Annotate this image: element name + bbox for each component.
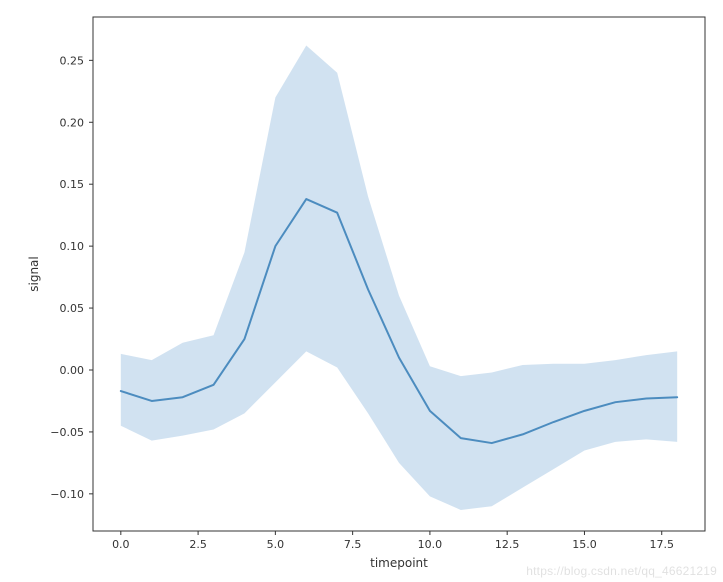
y-tick-label: −0.10 [50, 488, 84, 501]
x-tick-label: 10.0 [418, 538, 443, 551]
x-tick-label: 17.5 [649, 538, 674, 551]
x-tick-label: 7.5 [344, 538, 362, 551]
y-tick-label: 0.15 [60, 178, 85, 191]
y-tick-label: 0.20 [60, 116, 85, 129]
y-tick-label: 0.10 [60, 240, 85, 253]
x-tick-label: 0.0 [112, 538, 130, 551]
y-tick-label: −0.05 [50, 426, 84, 439]
x-tick-label: 2.5 [189, 538, 207, 551]
y-tick-label: 0.00 [60, 364, 85, 377]
y-tick-label: 0.25 [60, 54, 85, 67]
y-tick-label: 0.05 [60, 302, 85, 315]
x-tick-label: 5.0 [267, 538, 285, 551]
x-tick-label: 15.0 [572, 538, 597, 551]
y-axis-label: signal [27, 256, 41, 292]
x-axis-label: timepoint [370, 556, 428, 570]
x-tick-label: 12.5 [495, 538, 520, 551]
line-chart: 0.0 2.5 5.0 7.5 10.0 12.5 15.0 17.5 −0.10 −0.05 0.… [0, 0, 723, 582]
